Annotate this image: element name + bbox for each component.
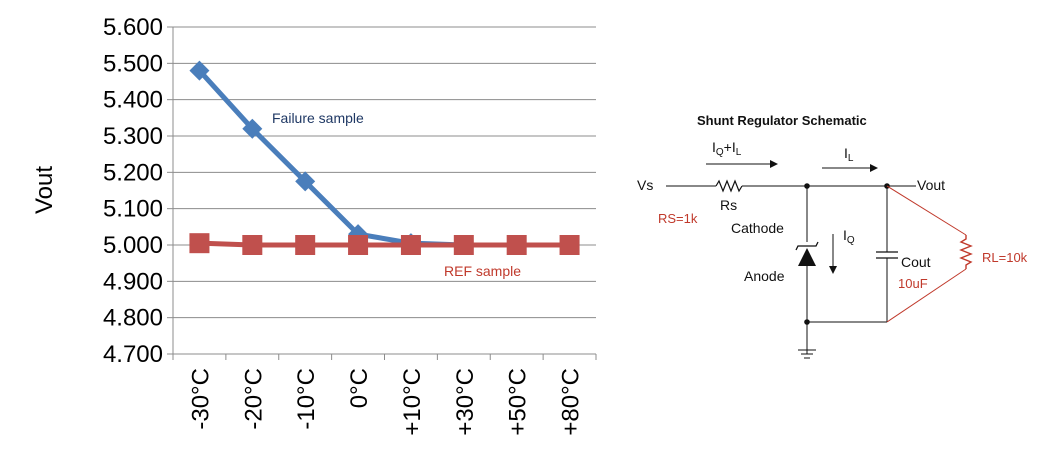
load-wire-bottom xyxy=(886,268,967,323)
series-label-ref: REF sample xyxy=(444,263,521,279)
y-tick-labels: 5.600 5.500 5.400 5.300 5.200 5.100 5.000 4.900… xyxy=(103,14,163,368)
chart-series xyxy=(189,60,580,255)
x-tick-label: +10°C xyxy=(399,368,426,436)
data-point-ref xyxy=(295,235,316,255)
load-wire-top xyxy=(886,185,967,236)
schematic-title: Shunt Regulator Schematic xyxy=(697,113,867,128)
y-tick-label: 5.200 xyxy=(103,159,163,186)
x-tick-label: +30°C xyxy=(452,368,479,436)
rs-label: Rs xyxy=(720,197,737,213)
data-point-ref xyxy=(189,233,210,254)
current-q-label: IQ xyxy=(843,227,855,246)
data-point-ref xyxy=(506,235,527,255)
series-label-failure: Failure sample xyxy=(272,110,364,126)
cap-label: Cout xyxy=(901,254,931,270)
rl-value: RL=10k xyxy=(982,250,1028,265)
rl-resistor xyxy=(959,235,973,269)
cathode-label: Cathode xyxy=(731,220,784,236)
y-tick-label: 5.400 xyxy=(103,87,163,114)
output-label: Vout xyxy=(917,177,945,193)
cap-value: 10uF xyxy=(898,276,928,291)
x-tick-labels: -30°C -20°C -10°C 0°C +10°C +30°C +50°C +80°C xyxy=(187,368,584,436)
zener-bar xyxy=(795,241,819,251)
y-axis-label: Vout xyxy=(31,166,58,214)
current-load-label: IL xyxy=(844,145,854,164)
y-tick-label: 5.000 xyxy=(103,232,163,259)
current-load-arrowhead xyxy=(870,164,878,172)
y-tick-label: 4.900 xyxy=(103,268,163,295)
data-point-ref xyxy=(348,235,369,255)
data-point-failure xyxy=(242,118,263,139)
data-point-failure xyxy=(189,60,210,81)
anode-label: Anode xyxy=(744,268,785,284)
current-in-arrowhead xyxy=(770,160,778,168)
x-tick-label: -10°C xyxy=(293,368,320,430)
ground-icon xyxy=(798,349,816,359)
data-point-ref xyxy=(453,235,474,255)
rs-value: RS=1k xyxy=(658,211,698,226)
data-point-failure xyxy=(295,171,316,192)
x-tick-label: 0°C xyxy=(346,368,373,408)
current-in-label: IQ+IL xyxy=(712,139,742,158)
x-tick-label: +50°C xyxy=(505,368,532,436)
y-tick-label: 5.600 xyxy=(103,14,163,41)
line-chart: 5.600 5.500 5.400 5.300 5.200 5.100 5.000 4.900… xyxy=(31,14,597,436)
current-q-arrowhead xyxy=(829,266,837,274)
y-tick-label: 5.500 xyxy=(103,50,163,77)
input-label: Vs xyxy=(637,177,653,193)
x-tick-label: -20°C xyxy=(240,368,267,430)
shunt-regulator-schematic: Shunt Regulator Schematic IQ+IL IL Vs Rs… xyxy=(637,113,1028,359)
series-line-failure xyxy=(197,68,570,248)
y-tick-label: 5.100 xyxy=(103,196,163,223)
chart-gridlines xyxy=(173,26,596,319)
chart-axes xyxy=(167,26,597,360)
rs-resistor xyxy=(715,179,743,193)
node-cathode xyxy=(804,183,810,189)
data-point-ref xyxy=(559,235,580,255)
y-tick-label: 5.300 xyxy=(103,123,163,150)
y-tick-label: 4.800 xyxy=(103,305,163,332)
data-point-ref xyxy=(242,235,263,255)
x-tick-label: +80°C xyxy=(558,368,585,436)
zener-diode xyxy=(798,248,816,266)
data-point-ref xyxy=(400,235,421,255)
y-tick-label: 4.700 xyxy=(103,341,163,368)
x-tick-label: -30°C xyxy=(187,368,214,430)
